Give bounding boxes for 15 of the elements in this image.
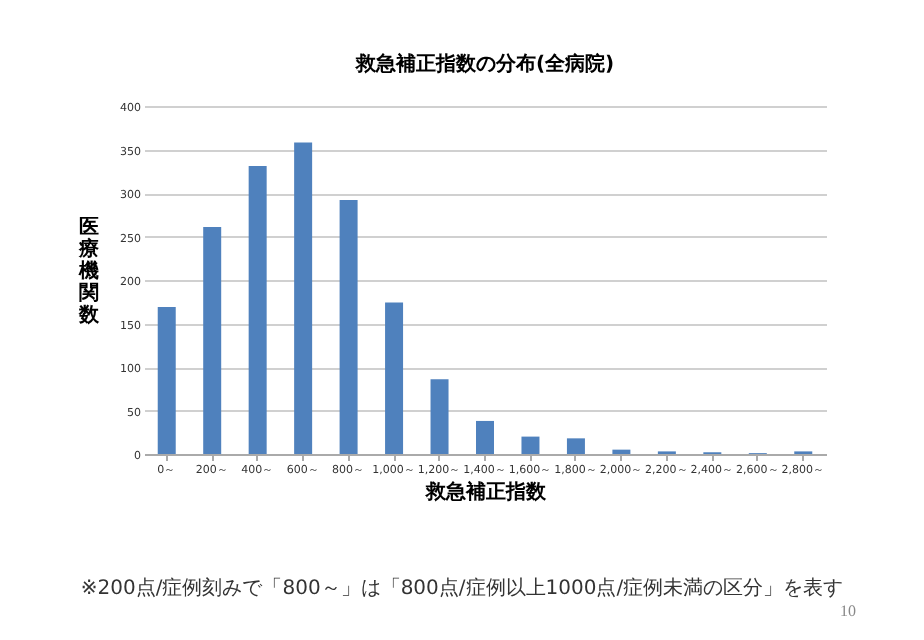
- bar: [294, 142, 313, 454]
- bar: [430, 379, 449, 454]
- bar: [566, 438, 585, 454]
- bar: [339, 199, 358, 454]
- text: ※200点/症例刻みで「800～」は「800点/症例以上1000点/症例未満の区分」を表す: [78, 575, 846, 602]
- chart-title: 救急補正指数の分布(全病院): [353, 52, 615, 76]
- text: 10: [840, 602, 856, 620]
- x-axis-title: 救急補正指数: [424, 480, 548, 504]
- bar: [521, 436, 540, 454]
- bar: [203, 226, 222, 454]
- y-axis-title: 医療機関数: [77, 215, 101, 327]
- bar: [248, 166, 267, 454]
- bar: [385, 302, 404, 454]
- bar: [476, 420, 494, 454]
- bar: [157, 306, 176, 454]
